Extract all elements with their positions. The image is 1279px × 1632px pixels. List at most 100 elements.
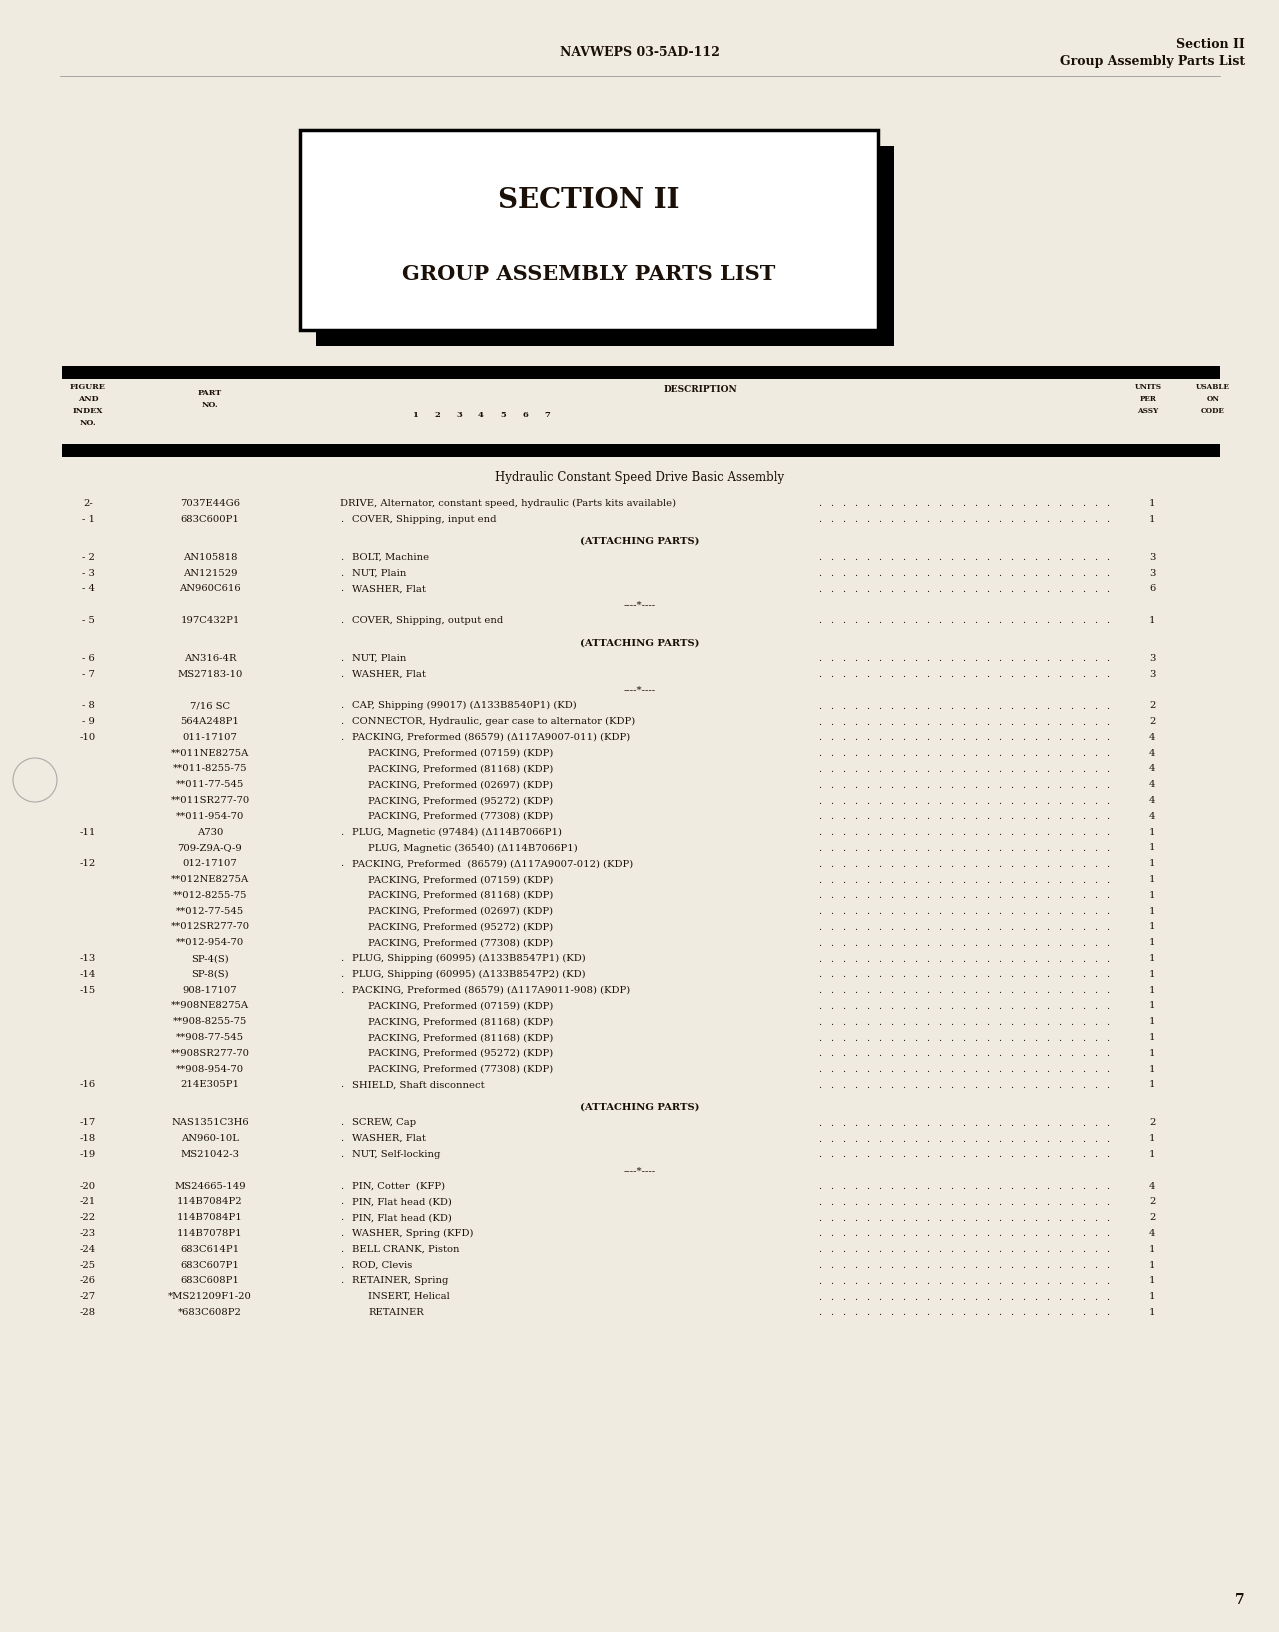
- Text: .: .: [926, 718, 930, 726]
- Text: .: .: [1059, 1245, 1062, 1255]
- Text: .: .: [866, 765, 870, 774]
- Text: .: .: [903, 938, 906, 948]
- Text: COVER, Shipping, input end: COVER, Shipping, input end: [352, 514, 496, 524]
- Text: .: .: [1022, 955, 1026, 963]
- Text: .: .: [1010, 907, 1013, 916]
- Text: .: .: [830, 1198, 834, 1206]
- Text: -19: -19: [79, 1151, 96, 1159]
- Text: **011NE8275A: **011NE8275A: [171, 749, 249, 757]
- Text: .: .: [1095, 1214, 1097, 1222]
- Text: .: .: [926, 1018, 930, 1027]
- Text: .: .: [1059, 924, 1062, 932]
- Text: 7037E44G6: 7037E44G6: [180, 499, 240, 508]
- Text: .: .: [950, 749, 954, 759]
- Text: PACKING, Preformed (86579) (Δ117A9007-011) (KDP): PACKING, Preformed (86579) (Δ117A9007-01…: [352, 733, 631, 743]
- Text: .: .: [939, 1049, 941, 1058]
- Text: .: .: [986, 955, 990, 963]
- Text: .: .: [903, 955, 906, 963]
- Text: .: .: [975, 780, 977, 790]
- Text: .: .: [340, 858, 344, 868]
- Text: .: .: [1022, 553, 1026, 561]
- Text: .: .: [1106, 986, 1110, 996]
- Text: .: .: [819, 1002, 821, 1010]
- Text: .: .: [1010, 749, 1013, 759]
- Text: .: .: [340, 654, 344, 663]
- Text: COVER, Shipping, output end: COVER, Shipping, output end: [352, 615, 503, 625]
- Text: .: .: [879, 860, 881, 868]
- Text: .: .: [986, 924, 990, 932]
- Text: .: .: [926, 499, 930, 509]
- Text: .: .: [975, 986, 977, 996]
- Text: .: .: [866, 553, 870, 561]
- Text: .: .: [1106, 1066, 1110, 1074]
- Text: .: .: [819, 844, 821, 854]
- Text: .: .: [1059, 617, 1062, 625]
- Text: .: .: [1106, 1033, 1110, 1043]
- Text: .: .: [340, 1151, 344, 1159]
- Text: .: .: [962, 718, 966, 726]
- Text: .: .: [1071, 971, 1073, 979]
- Text: .: .: [1046, 1214, 1050, 1222]
- Text: .: .: [843, 1049, 845, 1058]
- Text: .: .: [890, 671, 894, 679]
- Text: .: .: [819, 765, 821, 774]
- Text: .: .: [1082, 1245, 1086, 1255]
- Text: .: .: [879, 1151, 881, 1159]
- Text: SCREW, Cap: SCREW, Cap: [352, 1118, 416, 1128]
- Text: .: .: [854, 499, 857, 509]
- Text: .: .: [1046, 733, 1050, 743]
- Text: .: .: [999, 1049, 1001, 1058]
- Text: -27: -27: [79, 1293, 96, 1301]
- Text: 3: 3: [1149, 553, 1155, 561]
- Text: .: .: [986, 1276, 990, 1286]
- Text: 1: 1: [1149, 938, 1155, 947]
- Text: .: .: [843, 891, 845, 901]
- Text: UNITS: UNITS: [1134, 384, 1161, 392]
- Text: .: .: [1046, 1293, 1050, 1302]
- Text: .: .: [962, 749, 966, 759]
- Text: .: .: [939, 516, 941, 524]
- Text: .: .: [1071, 1134, 1073, 1144]
- Text: .: .: [1022, 1182, 1026, 1191]
- Text: .: .: [1046, 827, 1050, 837]
- Text: .: .: [890, 702, 894, 712]
- Text: .: .: [1059, 499, 1062, 509]
- Text: .: .: [1082, 844, 1086, 854]
- Text: SP-4(S): SP-4(S): [191, 955, 229, 963]
- Text: .: .: [890, 617, 894, 625]
- Text: .: .: [1022, 1276, 1026, 1286]
- Text: A730: A730: [197, 827, 224, 837]
- Text: .: .: [1010, 1018, 1013, 1027]
- Text: .: .: [1022, 1066, 1026, 1074]
- Text: .: .: [950, 1066, 954, 1074]
- Text: NO.: NO.: [202, 401, 219, 410]
- Text: PACKING, Preformed (02697) (KDP): PACKING, Preformed (02697) (KDP): [368, 780, 553, 790]
- Text: .: .: [854, 780, 857, 790]
- Text: .: .: [926, 924, 930, 932]
- Text: PACKING, Preformed (07159) (KDP): PACKING, Preformed (07159) (KDP): [368, 1002, 554, 1010]
- Text: .: .: [1035, 1120, 1037, 1128]
- Text: .: .: [939, 1033, 941, 1043]
- Text: 1: 1: [1149, 858, 1155, 868]
- Text: .: .: [1071, 891, 1073, 901]
- Text: INSERT, Helical: INSERT, Helical: [368, 1293, 450, 1301]
- Text: .: .: [879, 875, 881, 885]
- Text: .: .: [819, 1120, 821, 1128]
- Text: .: .: [854, 1245, 857, 1255]
- Text: .: .: [903, 875, 906, 885]
- Text: .: .: [890, 733, 894, 743]
- Text: .: .: [819, 1151, 821, 1159]
- Text: .: .: [975, 553, 977, 561]
- Text: .: .: [1059, 1293, 1062, 1302]
- Text: .: .: [975, 1080, 977, 1090]
- Text: PACKING, Preformed (95272) (KDP): PACKING, Preformed (95272) (KDP): [368, 1049, 554, 1058]
- Text: PLUG, Shipping (60995) (Δ133B8547P2) (KD): PLUG, Shipping (60995) (Δ133B8547P2) (KD…: [352, 969, 586, 979]
- Text: .: .: [1059, 584, 1062, 594]
- Text: ON: ON: [1206, 395, 1219, 403]
- Text: .: .: [1106, 827, 1110, 837]
- Text: .: .: [1035, 671, 1037, 679]
- Text: .: .: [975, 765, 977, 774]
- Text: .: .: [975, 924, 977, 932]
- Text: .: .: [939, 1198, 941, 1206]
- Text: .: .: [340, 733, 344, 743]
